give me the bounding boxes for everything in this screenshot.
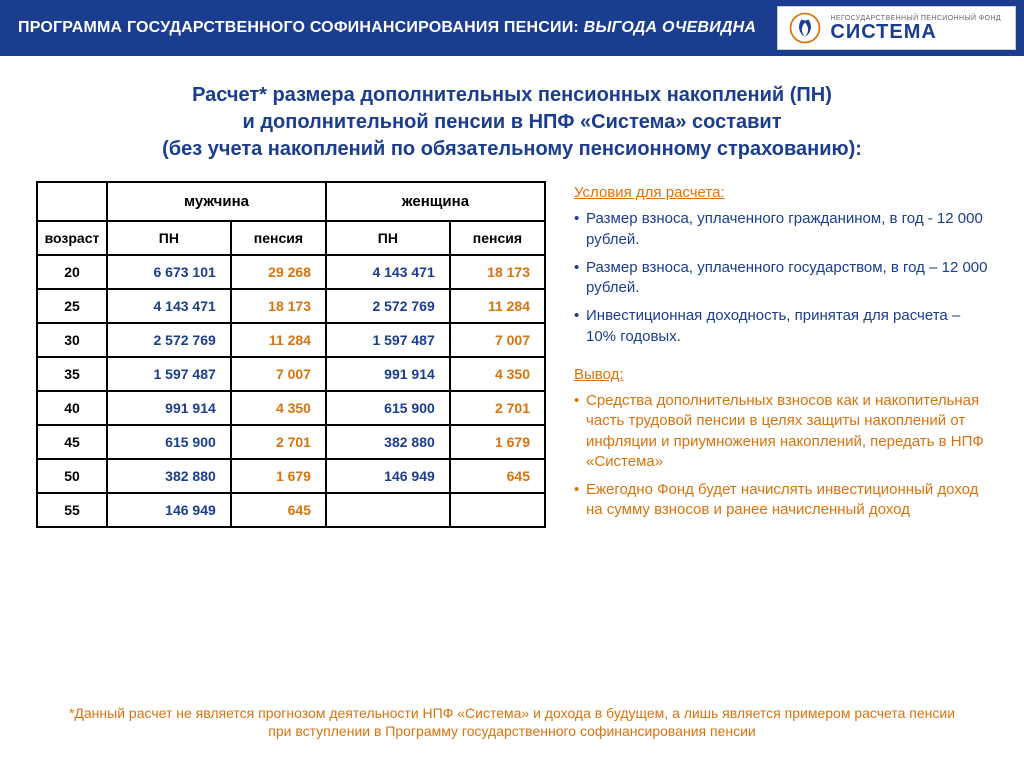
list-item: Средства дополнительных взносов как и на… — [574, 391, 988, 472]
cell-m-pn: 382 880 — [107, 459, 231, 493]
logo-text: СИСТЕМА — [830, 22, 1001, 42]
header-title-prefix: ПРОГРАММА ГОСУДАРСТВЕННОГО СОФИНАНСИРОВА… — [18, 19, 584, 36]
cell-f-pn: 1 597 487 — [326, 323, 450, 357]
cell-f-pn: 4 143 471 — [326, 255, 450, 289]
table-group-row: мужчина женщина — [37, 182, 545, 221]
cell-m-pen: 29 268 — [231, 255, 326, 289]
cell-age: 50 — [37, 459, 107, 493]
cell-m-pn: 6 673 101 — [107, 255, 231, 289]
cell-m-pen: 4 350 — [231, 391, 326, 425]
col-mpen-head: пенсия — [231, 221, 326, 255]
logo: НЕГОСУДАРСТВЕННЫЙ ПЕНСИОННЫЙ ФОНД СИСТЕМ… — [777, 6, 1016, 50]
cell-f-pen: 2 701 — [450, 391, 545, 425]
conclusions-list: Средства дополнительных взносов как и на… — [574, 391, 988, 521]
cell-m-pen: 11 284 — [231, 323, 326, 357]
content-row: мужчина женщина возраст ПН пенсия ПН пен… — [0, 181, 1024, 529]
table-group-male: мужчина — [107, 182, 326, 221]
cell-f-pen: 7 007 — [450, 323, 545, 357]
cell-m-pn: 2 572 769 — [107, 323, 231, 357]
cell-m-pen: 645 — [231, 493, 326, 527]
side-text: Условия для расчета: Размер взноса, упла… — [574, 181, 988, 529]
cell-age: 40 — [37, 391, 107, 425]
table-group-blank — [37, 182, 107, 221]
page-title: Расчет* размера дополнительных пенсионны… — [60, 82, 964, 163]
col-mpn-head: ПН — [107, 221, 231, 255]
cell-f-pn: 382 880 — [326, 425, 450, 459]
cell-m-pen: 2 701 — [231, 425, 326, 459]
title-line-2: и дополнительной пенсии в НПФ «Система» … — [60, 109, 964, 136]
list-item: Размер взноса, уплаченного государством,… — [574, 258, 988, 299]
cell-m-pn: 991 914 — [107, 391, 231, 425]
cell-age: 25 — [37, 289, 107, 323]
header-bar: ПРОГРАММА ГОСУДАРСТВЕННОГО СОФИНАНСИРОВА… — [0, 0, 1024, 56]
cell-f-pen: 11 284 — [450, 289, 545, 323]
table-row: 351 597 4877 007991 9144 350 — [37, 357, 545, 391]
list-item: Размер взноса, уплаченного гражданином, … — [574, 209, 988, 250]
title-line-1: Расчет* размера дополнительных пенсионны… — [60, 82, 964, 109]
col-fpen-head: пенсия — [450, 221, 545, 255]
col-age-head: возраст — [37, 221, 107, 255]
list-item: Ежегодно Фонд будет начислять инвестицио… — [574, 480, 988, 521]
table-row: 40991 9144 350615 9002 701 — [37, 391, 545, 425]
cell-f-pn — [326, 493, 450, 527]
table-row: 50382 8801 679146 949645 — [37, 459, 545, 493]
conditions-heading: Условия для расчета: — [574, 183, 988, 203]
calc-table: мужчина женщина возраст ПН пенсия ПН пен… — [36, 181, 546, 528]
cell-m-pen: 18 173 — [231, 289, 326, 323]
table-row: 302 572 76911 2841 597 4877 007 — [37, 323, 545, 357]
logo-flame-icon — [788, 11, 822, 45]
cell-f-pen — [450, 493, 545, 527]
cell-f-pn: 991 914 — [326, 357, 450, 391]
table-row: 45615 9002 701382 8801 679 — [37, 425, 545, 459]
list-item: Инвестиционная доходность, принятая для … — [574, 306, 988, 347]
cell-m-pn: 1 597 487 — [107, 357, 231, 391]
table-row: 206 673 10129 2684 143 47118 173 — [37, 255, 545, 289]
cell-f-pen: 645 — [450, 459, 545, 493]
cell-age: 55 — [37, 493, 107, 527]
conclusion-heading: Вывод: — [574, 365, 988, 385]
header-title-emph: ВЫГОДА ОЧЕВИДНА — [584, 19, 757, 36]
conditions-list: Размер взноса, уплаченного гражданином, … — [574, 209, 988, 347]
title-line-3: (без учета накоплений по обязательному п… — [60, 136, 964, 163]
cell-f-pen: 18 173 — [450, 255, 545, 289]
cell-f-pn: 2 572 769 — [326, 289, 450, 323]
cell-m-pn: 615 900 — [107, 425, 231, 459]
calc-table-wrap: мужчина женщина возраст ПН пенсия ПН пен… — [36, 181, 546, 529]
cell-m-pen: 1 679 — [231, 459, 326, 493]
cell-f-pn: 146 949 — [326, 459, 450, 493]
cell-age: 30 — [37, 323, 107, 357]
col-fpn-head: ПН — [326, 221, 450, 255]
cell-f-pen: 1 679 — [450, 425, 545, 459]
cell-m-pen: 7 007 — [231, 357, 326, 391]
footnote: *Данный расчет не является прогнозом дея… — [0, 704, 1024, 740]
cell-f-pn: 615 900 — [326, 391, 450, 425]
table-header-row: возраст ПН пенсия ПН пенсия — [37, 221, 545, 255]
cell-age: 20 — [37, 255, 107, 289]
table-row: 55146 949645 — [37, 493, 545, 527]
cell-age: 35 — [37, 357, 107, 391]
cell-m-pn: 146 949 — [107, 493, 231, 527]
cell-age: 45 — [37, 425, 107, 459]
cell-m-pn: 4 143 471 — [107, 289, 231, 323]
header-title: ПРОГРАММА ГОСУДАРСТВЕННОГО СОФИНАНСИРОВА… — [18, 19, 756, 37]
cell-f-pen: 4 350 — [450, 357, 545, 391]
table-row: 254 143 47118 1732 572 76911 284 — [37, 289, 545, 323]
table-group-female: женщина — [326, 182, 545, 221]
